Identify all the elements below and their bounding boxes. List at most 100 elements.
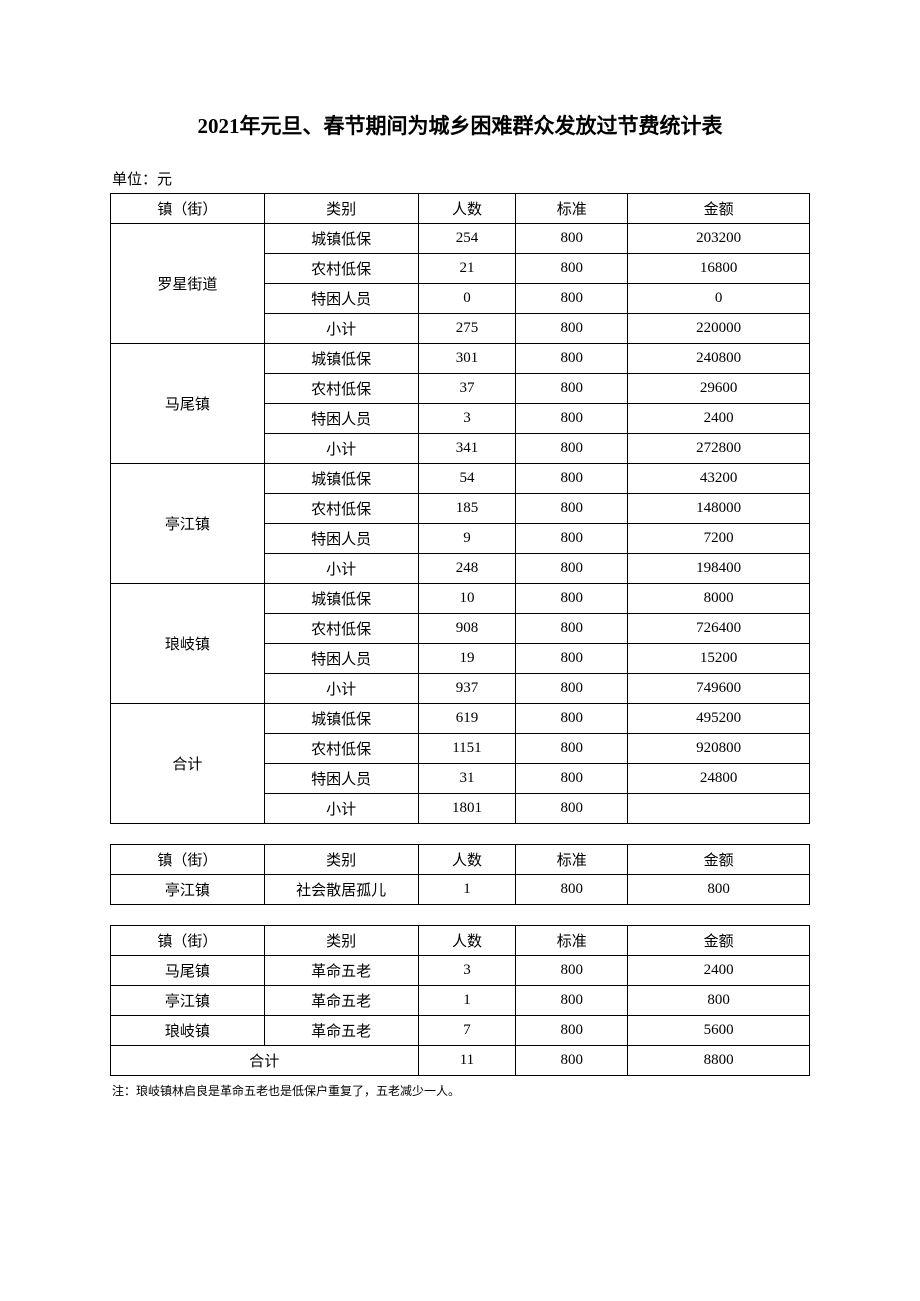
amount-cell: 800: [628, 986, 810, 1016]
town-cell: 马尾镇: [111, 344, 265, 464]
header-standard: 标准: [516, 845, 628, 875]
people-cell: 11: [418, 1046, 516, 1076]
amount-cell: [628, 794, 810, 824]
people-cell: 248: [418, 554, 516, 584]
category-cell: 特困人员: [264, 284, 418, 314]
standard-cell: 800: [516, 224, 628, 254]
standard-cell: 800: [516, 764, 628, 794]
standard-cell: 800: [516, 524, 628, 554]
category-cell: 城镇低保: [264, 464, 418, 494]
orphan-table: 镇（街） 类别 人数 标准 金额 亭江镇 社会散居孤儿 1 800 800: [110, 844, 810, 905]
header-category: 类别: [264, 194, 418, 224]
amount-cell: 43200: [628, 464, 810, 494]
town-cell: 琅岐镇: [111, 1016, 265, 1046]
town-cell: 亭江镇: [111, 464, 265, 584]
amount-cell: 240800: [628, 344, 810, 374]
category-cell: 小计: [264, 794, 418, 824]
standard-cell: 800: [516, 554, 628, 584]
header-amount: 金额: [628, 194, 810, 224]
amount-cell: 726400: [628, 614, 810, 644]
total-cell: 合计: [111, 1046, 419, 1076]
standard-cell: 800: [516, 614, 628, 644]
people-cell: 275: [418, 314, 516, 344]
people-cell: 21: [418, 254, 516, 284]
header-town: 镇（街）: [111, 194, 265, 224]
standard-cell: 800: [516, 674, 628, 704]
header-people: 人数: [418, 926, 516, 956]
category-cell: 社会散居孤儿: [264, 875, 418, 905]
category-cell: 农村低保: [264, 254, 418, 284]
table-row: 马尾镇 革命五老 3 800 2400: [111, 956, 810, 986]
category-cell: 农村低保: [264, 614, 418, 644]
table-row: 亭江镇 革命五老 1 800 800: [111, 986, 810, 1016]
town-cell: 罗星街道: [111, 224, 265, 344]
category-cell: 农村低保: [264, 494, 418, 524]
people-cell: 19: [418, 644, 516, 674]
people-cell: 3: [418, 956, 516, 986]
header-amount: 金额: [628, 926, 810, 956]
amount-cell: 16800: [628, 254, 810, 284]
standard-cell: 800: [516, 434, 628, 464]
town-cell: 亭江镇: [111, 875, 265, 905]
amount-cell: 29600: [628, 374, 810, 404]
standard-cell: 800: [516, 704, 628, 734]
table-row: 合计 城镇低保 619 800 495200: [111, 704, 810, 734]
category-cell: 革命五老: [264, 956, 418, 986]
amount-cell: 5600: [628, 1016, 810, 1046]
category-cell: 城镇低保: [264, 704, 418, 734]
standard-cell: 800: [516, 875, 628, 905]
standard-cell: 800: [516, 314, 628, 344]
standard-cell: 800: [516, 254, 628, 284]
town-cell: 合计: [111, 704, 265, 824]
amount-cell: 148000: [628, 494, 810, 524]
amount-cell: 495200: [628, 704, 810, 734]
people-cell: 3: [418, 404, 516, 434]
people-cell: 1801: [418, 794, 516, 824]
amount-cell: 7200: [628, 524, 810, 554]
table-row: 琅岐镇 革命五老 7 800 5600: [111, 1016, 810, 1046]
category-cell: 城镇低保: [264, 224, 418, 254]
amount-cell: 8800: [628, 1046, 810, 1076]
people-cell: 908: [418, 614, 516, 644]
people-cell: 31: [418, 764, 516, 794]
table-row: 合计 11 800 8800: [111, 1046, 810, 1076]
standard-cell: 800: [516, 584, 628, 614]
people-cell: 9: [418, 524, 516, 554]
amount-cell: 2400: [628, 956, 810, 986]
amount-cell: 800: [628, 875, 810, 905]
amount-cell: 24800: [628, 764, 810, 794]
category-cell: 小计: [264, 314, 418, 344]
standard-cell: 800: [516, 1016, 628, 1046]
people-cell: 10: [418, 584, 516, 614]
standard-cell: 800: [516, 464, 628, 494]
people-cell: 254: [418, 224, 516, 254]
table-row: 马尾镇 城镇低保 301 800 240800: [111, 344, 810, 374]
table-row: 罗星街道 城镇低保 254 800 203200: [111, 224, 810, 254]
header-people: 人数: [418, 194, 516, 224]
category-cell: 特困人员: [264, 644, 418, 674]
category-cell: 小计: [264, 674, 418, 704]
table-header-row: 镇（街） 类别 人数 标准 金额: [111, 194, 810, 224]
people-cell: 1: [418, 875, 516, 905]
table-row: 亭江镇 城镇低保 54 800 43200: [111, 464, 810, 494]
amount-cell: 2400: [628, 404, 810, 434]
people-cell: 1151: [418, 734, 516, 764]
people-cell: 937: [418, 674, 516, 704]
standard-cell: 800: [516, 794, 628, 824]
category-cell: 城镇低保: [264, 344, 418, 374]
table-row: 琅岐镇 城镇低保 10 800 8000: [111, 584, 810, 614]
wulao-table: 镇（街） 类别 人数 标准 金额 马尾镇 革命五老 3 800 2400 亭江镇…: [110, 925, 810, 1076]
people-cell: 54: [418, 464, 516, 494]
people-cell: 185: [418, 494, 516, 524]
unit-label: 单位：元: [112, 168, 810, 189]
category-cell: 特困人员: [264, 524, 418, 554]
standard-cell: 800: [516, 986, 628, 1016]
people-cell: 1: [418, 986, 516, 1016]
header-category: 类别: [264, 845, 418, 875]
main-table: 镇（街） 类别 人数 标准 金额 罗星街道 城镇低保 254 800 20320…: [110, 193, 810, 824]
amount-cell: 0: [628, 284, 810, 314]
standard-cell: 800: [516, 644, 628, 674]
amount-cell: 749600: [628, 674, 810, 704]
header-town: 镇（街）: [111, 845, 265, 875]
amount-cell: 920800: [628, 734, 810, 764]
